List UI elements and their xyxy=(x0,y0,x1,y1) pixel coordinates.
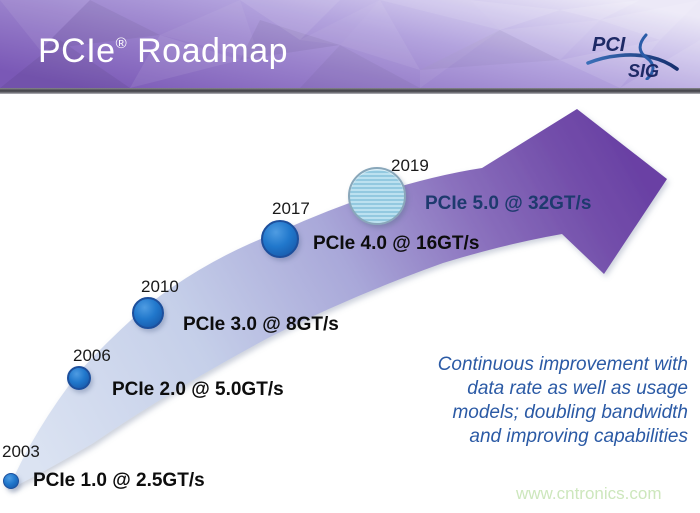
header-facets xyxy=(0,0,700,88)
title-suffix: Roadmap xyxy=(127,32,289,70)
milestone-label-pcie-2-0: PCIe 2.0 @ 5.0GT/s xyxy=(112,379,284,400)
logo-swoosh-icon xyxy=(586,53,679,71)
milestone-year-2010: 2010 xyxy=(141,277,179,296)
milestone-year-2003: 2003 xyxy=(2,442,40,461)
logo-ribbon-icon xyxy=(638,33,655,80)
registered-mark-icon: ® xyxy=(115,34,128,52)
header-banner: PCIe® Roadmap PCI SIG xyxy=(0,0,700,88)
milestone-label-pcie-4-0: PCIe 4.0 @ 16GT/s xyxy=(313,233,480,254)
milestone-dot-2010 xyxy=(132,297,164,329)
annotation-text: Continuous improvement with data rate as… xyxy=(368,353,688,449)
milestone-year-2006: 2006 xyxy=(73,346,111,365)
milestone-dot-2017 xyxy=(261,220,299,258)
page-title: PCIe® Roadmap xyxy=(38,32,288,71)
milestone-label-pcie-3-0: PCIe 3.0 @ 8GT/s xyxy=(183,314,339,335)
annotation-line-1: Continuous improvement with xyxy=(437,354,688,375)
annotation-line-3: models; doubling bandwidth xyxy=(452,402,688,423)
milestone-label-pcie-5-0: PCIe 5.0 @ 32GT/s xyxy=(425,193,592,214)
milestone-dot-2019-future xyxy=(348,167,406,225)
header-divider xyxy=(0,88,700,94)
title-brand: PCIe xyxy=(38,32,116,70)
header-polygon-background xyxy=(0,0,700,88)
milestone-year-2017: 2017 xyxy=(272,199,310,218)
annotation-line-4: and improving capabilities xyxy=(469,426,688,447)
logo-text-sig: SIG xyxy=(628,61,659,80)
milestone-dot-2006 xyxy=(67,366,91,390)
roadmap-arrow-shape xyxy=(8,109,667,490)
milestone-label-pcie-1-0: PCIe 1.0 @ 2.5GT/s xyxy=(33,470,205,491)
milestone-year-2019: 2019 xyxy=(391,156,429,175)
watermark: www.cntronics.com xyxy=(516,484,662,503)
milestone-dot-2003 xyxy=(3,473,19,489)
annotation-line-2: data rate as well as usage xyxy=(467,378,688,399)
logo-text-pci: PCI xyxy=(592,34,626,56)
pci-sig-logo: PCI SIG xyxy=(586,33,679,80)
